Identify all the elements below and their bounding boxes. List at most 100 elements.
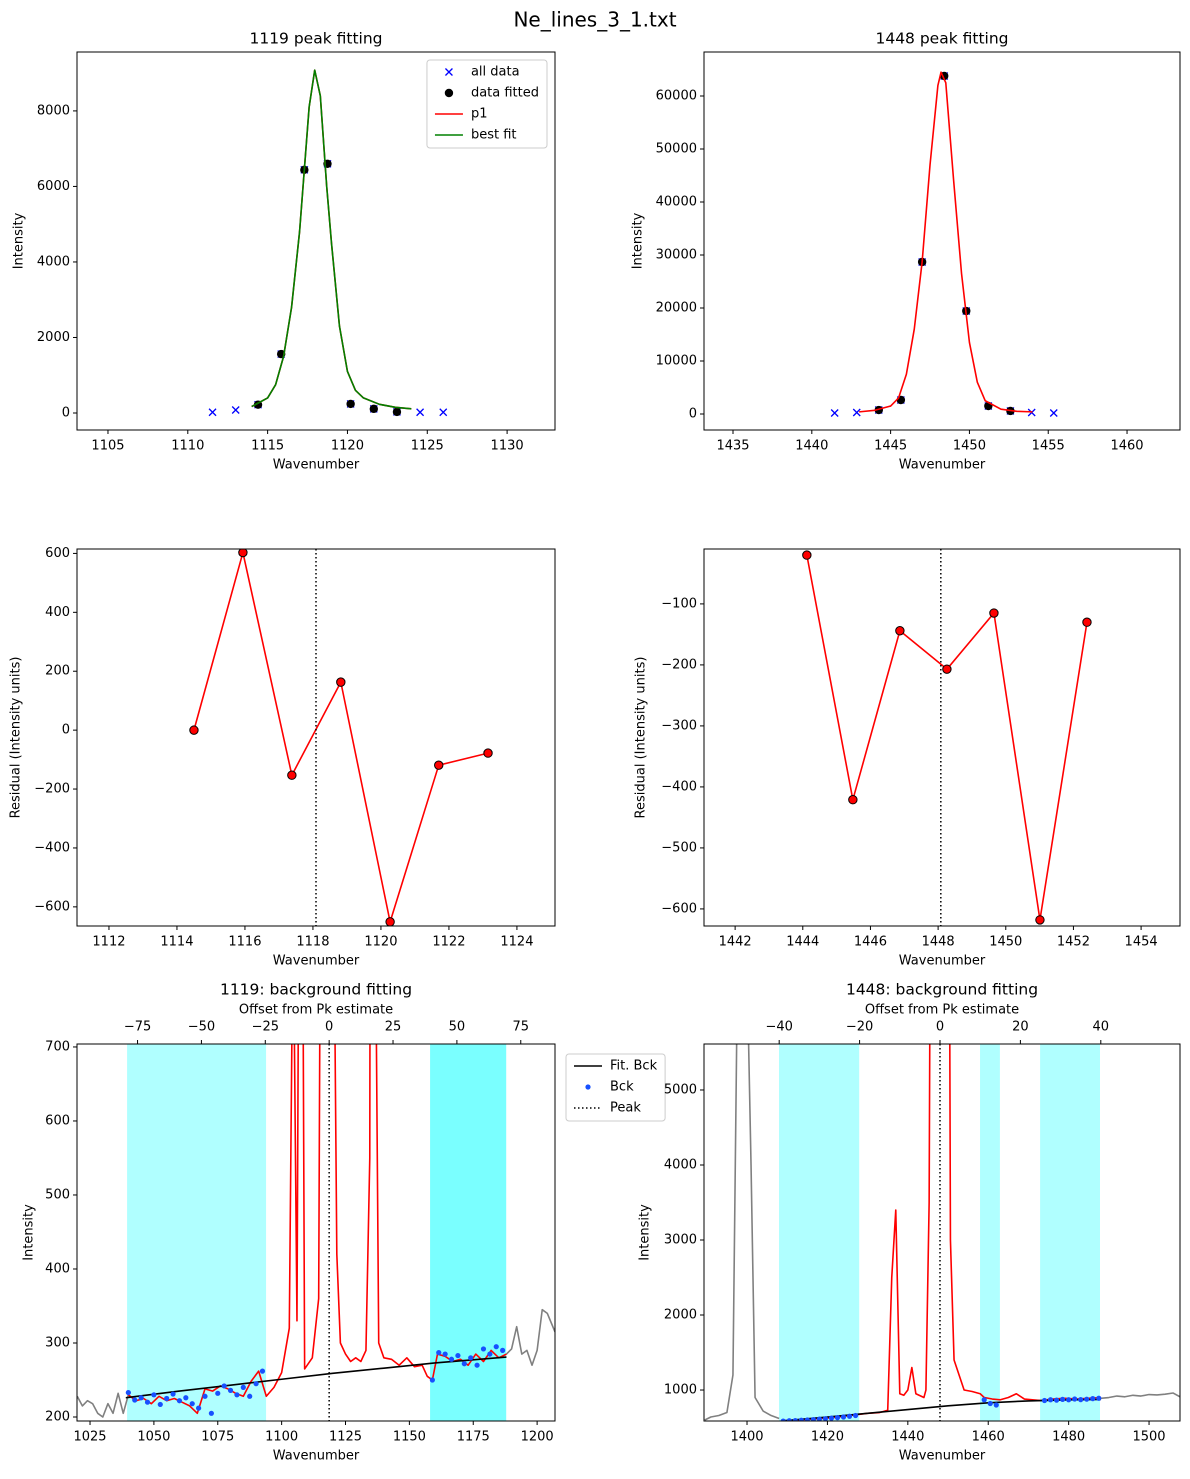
x-tick-label: 1400 [730,1430,763,1445]
y-tick-label: 60000 [656,88,697,103]
y-tick-label: −600 [34,899,70,914]
x-tick-label: 1025 [73,1430,106,1445]
y-tick-label: 200 [45,664,70,679]
data-point [483,748,493,758]
x2-tick-label: 75 [512,1020,529,1035]
data-point [786,1418,792,1421]
y-axis-label: Residual (Intensity units) [9,657,24,819]
data-point [468,1355,474,1361]
x2-tick-label: −20 [846,1020,873,1035]
x-axis-label: Wavenumber [273,458,360,473]
y-tick-label: 8000 [37,103,70,118]
data-point [1053,1397,1060,1403]
data-point [895,626,905,636]
y-tick-label: −600 [661,901,697,916]
data-point [170,1391,176,1397]
x-tick-label: 1435 [716,439,749,454]
data-point [151,1392,157,1398]
y-tick-label: −500 [661,840,697,855]
data-point [385,917,395,926]
axes-frame [76,51,556,431]
x-tick-label: 1480 [1052,1430,1085,1445]
plot-area [77,1044,555,1421]
legend-swatch [444,68,453,76]
x-tick-label: 1446 [854,935,887,950]
y-tick-label: 50000 [656,141,697,156]
x-tick-label: 1454 [1125,935,1158,950]
fit-window [127,1044,267,1421]
x-tick-label: 1124 [500,935,533,950]
data-point [1049,409,1058,417]
x-tick-label: 1114 [160,935,193,950]
y-axis-label: Intensity [22,1204,37,1261]
data-point [208,408,217,417]
data-point [810,1417,816,1421]
x-axis-label: Wavenumber [273,1449,360,1464]
data-point [392,407,402,417]
y-tick-label: 20000 [656,300,697,315]
y-tick-label: 4000 [664,1157,697,1172]
data-point [1082,617,1092,627]
data-point [429,1377,435,1383]
x-tick-label: 1444 [786,935,819,950]
x-tick-label: 1112 [92,935,125,950]
legend-label: p1 [471,107,488,122]
data-point [164,1395,170,1402]
series-line [704,1044,780,1421]
data-point [804,1417,810,1421]
y-tick-label: 6000 [37,179,70,194]
chart-title: 1448 peak fitting [875,30,1008,48]
y-tick-label: 2000 [37,330,70,345]
x2-axis-label: Offset from Pk estimate [239,1003,393,1018]
x-tick-label: 1420 [811,1430,844,1445]
y-axis-label: Intensity [631,212,646,269]
data-point [942,664,952,674]
y-tick-label: 400 [45,605,70,620]
x-axis-label: Wavenumber [899,1449,986,1464]
y-tick-label: −200 [661,657,697,672]
y-axis-label: Intensity [12,212,27,269]
data-point [144,1399,151,1405]
y-tick-label: 0 [689,406,697,421]
axes-frame [703,1043,1181,1422]
x2-tick-label: −75 [124,1020,151,1035]
x-tick-label: 1450 [989,935,1022,950]
x-tick-label: 1100 [265,1430,298,1445]
data-point [448,1356,455,1362]
data-point [253,1381,259,1387]
y-tick-label: 30000 [656,247,697,262]
x-axis-label: Wavenumber [899,954,986,969]
x-tick-label: 1118 [296,935,329,950]
data-point [336,677,346,687]
x-tick-label: 1130 [491,439,524,454]
x-tick-label: 1050 [137,1430,170,1445]
x2-tick-label: 50 [449,1020,466,1035]
data-point [896,395,906,405]
legend-swatch [444,88,454,98]
data-point [500,1347,506,1353]
x-tick-label: 1442 [719,935,752,950]
x-axis-label: Wavenumber [899,458,986,473]
x2-tick-label: 0 [936,1020,944,1035]
y-tick-label: 5000 [664,1082,697,1097]
y-tick-label: 300 [45,1335,70,1350]
data-point [221,1383,227,1389]
data-point [852,1412,859,1419]
x2-axis-label: Offset from Pk estimate [865,1003,1019,1018]
series-line [251,69,412,410]
data-point [822,1416,829,1421]
data-point [157,1401,163,1408]
data-point [846,1413,853,1419]
data-point [1084,1396,1090,1402]
legend-label: best fit [471,128,517,143]
x-tick-label: 1115 [251,439,284,454]
chart-title: 1119: background fitting [220,981,412,999]
x-tick-label: 1125 [411,439,444,454]
x2-tick-label: 40 [1093,1020,1110,1035]
data-point [416,408,425,417]
x-tick-label: 1150 [393,1430,426,1445]
data-point [132,1397,138,1403]
x2-tick-label: 25 [385,1020,402,1035]
legend-label: data fitted [471,86,539,101]
data-point [442,1351,448,1357]
